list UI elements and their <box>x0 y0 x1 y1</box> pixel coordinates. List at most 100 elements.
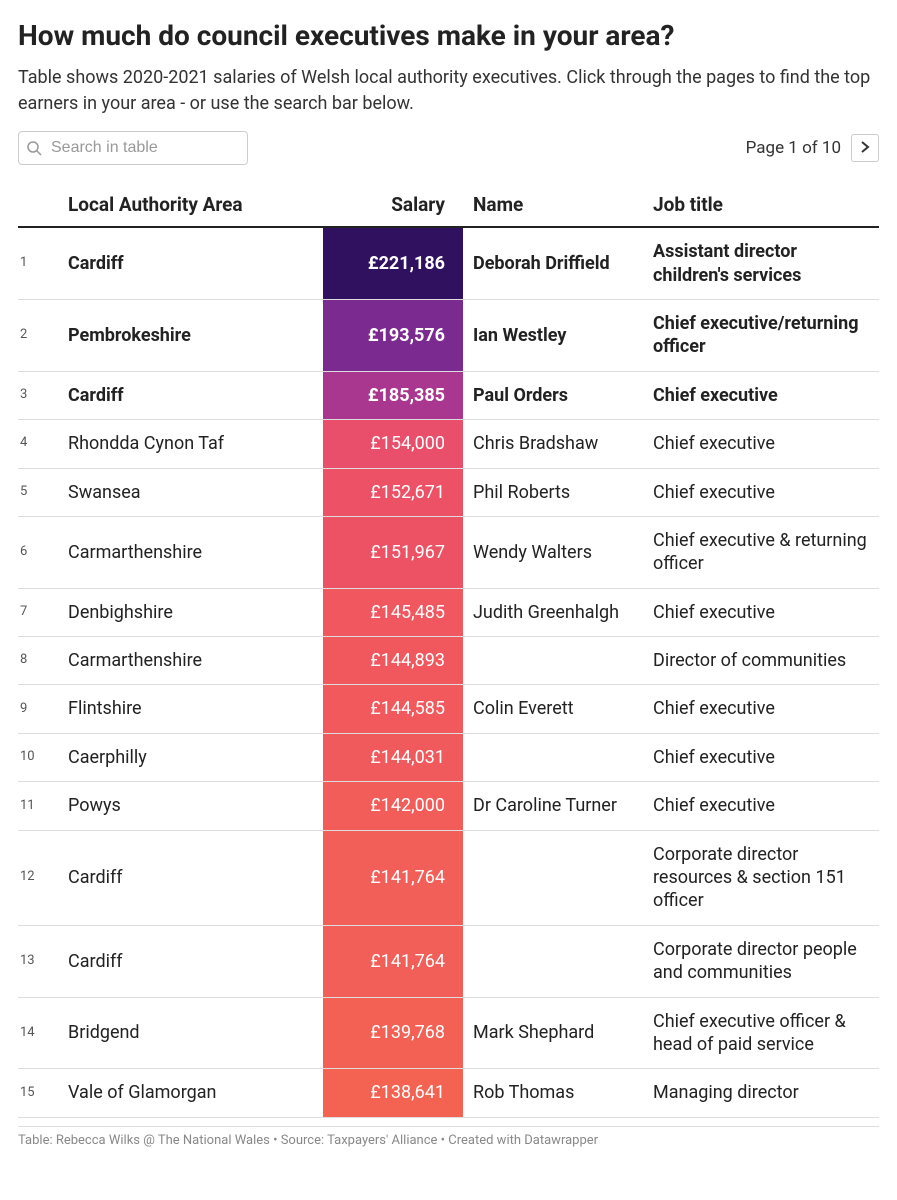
chevron-right-icon <box>860 140 870 157</box>
cell-job: Director of communities <box>643 637 879 685</box>
cell-area: Rhondda Cynon Taf <box>58 420 323 468</box>
cell-rank: 7 <box>18 588 58 636</box>
table-row: 5Swansea£152,671Phil RobertsChief execut… <box>18 468 879 516</box>
cell-salary: £139,768 <box>323 997 463 1069</box>
cell-name: Ian Westley <box>463 299 643 371</box>
cell-area: Flintshire <box>58 685 323 733</box>
table-row: 14Bridgend£139,768Mark ShephardChief exe… <box>18 997 879 1069</box>
cell-area: Cardiff <box>58 830 323 925</box>
cell-rank: 14 <box>18 997 58 1069</box>
cell-salary: £151,967 <box>323 516 463 588</box>
pager-label: Page 1 of 10 <box>746 138 841 158</box>
cell-job: Chief executive <box>643 371 879 419</box>
cell-name <box>463 830 643 925</box>
cell-rank: 15 <box>18 1069 58 1117</box>
search-wrap <box>18 131 248 165</box>
cell-salary: £185,385 <box>323 371 463 419</box>
cell-salary: £221,186 <box>323 227 463 299</box>
cell-name: Deborah Driffield <box>463 227 643 299</box>
cell-area: Vale of Glamorgan <box>58 1069 323 1117</box>
cell-job: Chief executive/returning officer <box>643 299 879 371</box>
cell-area: Carmarthenshire <box>58 637 323 685</box>
cell-salary: £142,000 <box>323 782 463 830</box>
cell-job: Chief executive <box>643 782 879 830</box>
cell-rank: 9 <box>18 685 58 733</box>
cell-rank: 2 <box>18 299 58 371</box>
cell-salary: £193,576 <box>323 299 463 371</box>
cell-job: Chief executive <box>643 468 879 516</box>
cell-name: Rob Thomas <box>463 1069 643 1117</box>
pager: Page 1 of 10 <box>746 134 879 162</box>
cell-rank: 11 <box>18 782 58 830</box>
cell-name: Paul Orders <box>463 371 643 419</box>
controls-bar: Page 1 of 10 <box>18 131 879 165</box>
cell-name: Phil Roberts <box>463 468 643 516</box>
cell-job: Chief executive <box>643 685 879 733</box>
cell-area: Powys <box>58 782 323 830</box>
cell-area: Cardiff <box>58 925 323 997</box>
cell-area: Caerphilly <box>58 733 323 781</box>
table-row: 6Carmarthenshire£151,967Wendy WaltersChi… <box>18 516 879 588</box>
cell-job: Chief executive <box>643 733 879 781</box>
col-header-area[interactable]: Local Authority Area <box>58 183 323 227</box>
table-row: 13Cardiff£141,764 Corporate director peop… <box>18 925 879 997</box>
cell-name: Dr Caroline Turner <box>463 782 643 830</box>
col-header-name[interactable]: Name <box>463 183 643 227</box>
table-row: 9Flintshire£144,585Colin EverettChief ex… <box>18 685 879 733</box>
cell-salary: £144,585 <box>323 685 463 733</box>
cell-job: Chief executive <box>643 588 879 636</box>
table-row: 12Cardiff£141,764 Corporate director reso… <box>18 830 879 925</box>
cell-salary: £144,893 <box>323 637 463 685</box>
table-row: 4Rhondda Cynon Taf£154,000Chris Bradshaw… <box>18 420 879 468</box>
search-icon <box>26 140 42 156</box>
cell-rank: 1 <box>18 227 58 299</box>
table-row: 1Cardiff£221,186Deborah DriffieldAssista… <box>18 227 879 299</box>
cell-area: Swansea <box>58 468 323 516</box>
cell-job: Corporate director people and communitie… <box>643 925 879 997</box>
table-row: 3Cardiff£185,385Paul OrdersChief executi… <box>18 371 879 419</box>
cell-name: Judith Greenhalgh <box>463 588 643 636</box>
page-title: How much do council executives make in y… <box>18 18 879 53</box>
cell-rank: 4 <box>18 420 58 468</box>
cell-salary: £141,764 <box>323 925 463 997</box>
cell-area: Cardiff <box>58 371 323 419</box>
table-row: 8Carmarthenshire£144,893Director of comm… <box>18 637 879 685</box>
table-row: 11Powys£142,000Dr Caroline TurnerChief e… <box>18 782 879 830</box>
cell-rank: 3 <box>18 371 58 419</box>
cell-area: Bridgend <box>58 997 323 1069</box>
cell-salary: £144,031 <box>323 733 463 781</box>
cell-name: Mark Shephard <box>463 997 643 1069</box>
cell-job: Managing director <box>643 1069 879 1117</box>
cell-rank: 10 <box>18 733 58 781</box>
search-input[interactable] <box>18 131 248 165</box>
cell-rank: 5 <box>18 468 58 516</box>
table-row: 10Caerphilly£144,031 Chief executive <box>18 733 879 781</box>
cell-salary: £145,485 <box>323 588 463 636</box>
cell-rank: 6 <box>18 516 58 588</box>
cell-area: Carmarthenshire <box>58 516 323 588</box>
col-header-job[interactable]: Job title <box>643 183 879 227</box>
next-page-button[interactable] <box>851 134 879 162</box>
cell-name: Colin Everett <box>463 685 643 733</box>
cell-salary: £154,000 <box>323 420 463 468</box>
cell-salary: £138,641 <box>323 1069 463 1117</box>
cell-area: Pembrokeshire <box>58 299 323 371</box>
cell-job: Chief executive <box>643 420 879 468</box>
table-row: 15Vale of Glamorgan£138,641Rob ThomasMan… <box>18 1069 879 1117</box>
cell-name <box>463 925 643 997</box>
cell-name <box>463 637 643 685</box>
cell-job: Corporate director resources & section 1… <box>643 830 879 925</box>
col-header-salary[interactable]: Salary <box>323 183 463 227</box>
cell-rank: 12 <box>18 830 58 925</box>
cell-name: Chris Bradshaw <box>463 420 643 468</box>
cell-job: Chief executive & returning officer <box>643 516 879 588</box>
cell-area: Denbighshire <box>58 588 323 636</box>
cell-job: Chief executive officer & head of paid s… <box>643 997 879 1069</box>
table-row: 7Denbighshire£145,485Judith GreenhalghCh… <box>18 588 879 636</box>
cell-salary: £141,764 <box>323 830 463 925</box>
cell-rank: 13 <box>18 925 58 997</box>
cell-area: Cardiff <box>58 227 323 299</box>
cell-name: Wendy Walters <box>463 516 643 588</box>
table-row: 2Pembrokeshire£193,576Ian WestleyChief e… <box>18 299 879 371</box>
cell-job: Assistant director children's services <box>643 227 879 299</box>
